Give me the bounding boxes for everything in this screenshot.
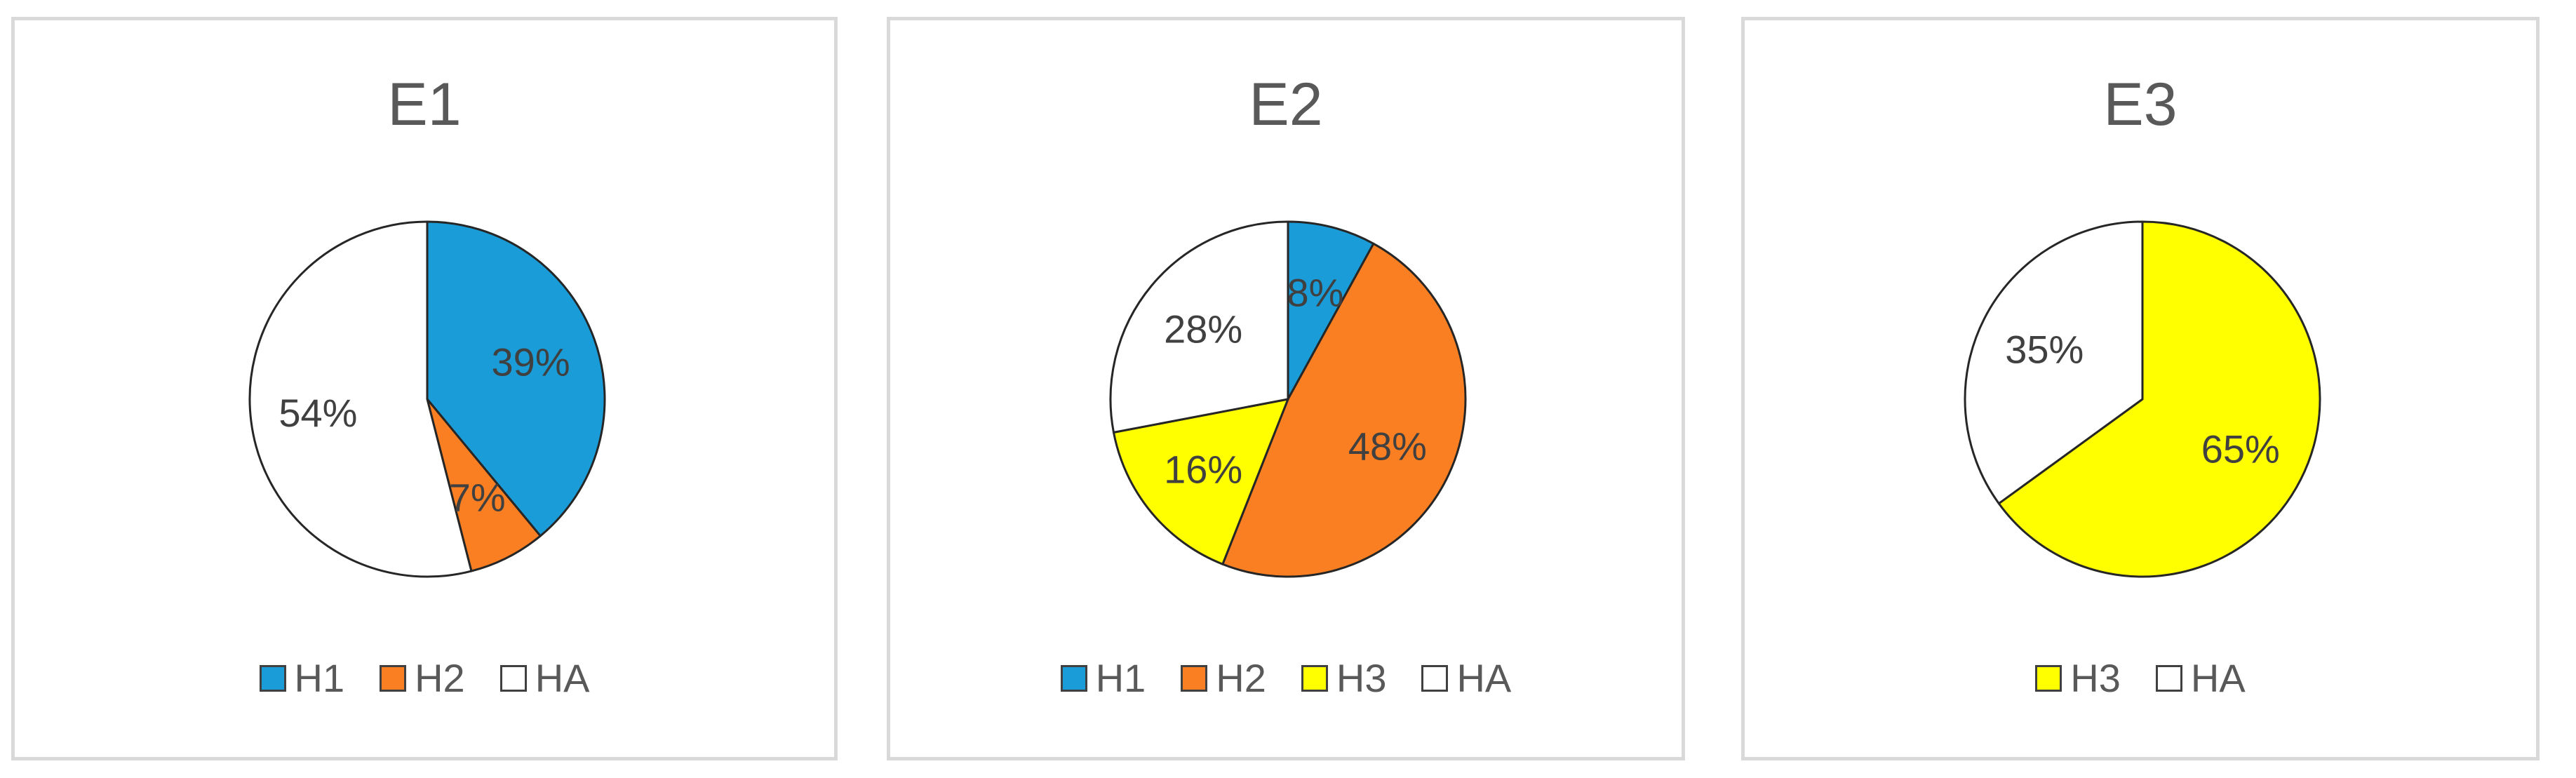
- legend-swatch: [1181, 665, 1208, 692]
- legend-label: H1: [1095, 656, 1146, 700]
- legend-label: H2: [1216, 656, 1266, 700]
- chart-panel-e1: E1 39% 7% 54% H1 H2 HA: [11, 17, 838, 760]
- legend-swatch: [499, 665, 527, 692]
- legend-item-ha: HA: [2155, 656, 2246, 700]
- legend-item-ha: HA: [499, 656, 590, 700]
- legend-swatch: [2035, 665, 2062, 692]
- legend-label: H3: [2070, 656, 2121, 700]
- legend-item-ha: HA: [1421, 657, 1511, 699]
- pie-slice-h1: [426, 220, 606, 537]
- pie-slice-ha: [1109, 220, 1289, 434]
- legend: H3 HA: [1745, 657, 2536, 699]
- legend-swatch: [2155, 665, 2182, 692]
- legend-label: H3: [1336, 656, 1387, 700]
- legend-swatch: [259, 665, 286, 692]
- pie-slice-ha: [1964, 220, 2144, 505]
- chart-panel-e3: E3 65% 35% H3 HA: [1741, 17, 2540, 760]
- legend-swatch: [1060, 665, 1087, 692]
- pie-chart: 39% 7% 54%: [248, 220, 606, 578]
- chart-title: E2: [1249, 71, 1323, 138]
- legend: H1 H2 H3 HA: [890, 657, 1682, 699]
- legend-swatch: [1301, 665, 1328, 692]
- pie-slice-ha: [248, 220, 473, 578]
- pie-slice-h3: [1112, 398, 1289, 565]
- pie-chart: 65% 35%: [1964, 220, 2321, 578]
- data-label-h2: 48%: [1348, 424, 1427, 468]
- data-label-h3: 16%: [1164, 447, 1242, 491]
- chart-panel-e2: E2 8% 48% 16% 28% H1 H2 H3 HA: [887, 17, 1685, 760]
- pie-slice-h2: [426, 398, 542, 572]
- data-label-h1: 8%: [1287, 271, 1344, 315]
- legend-label: H1: [294, 656, 345, 700]
- legend-item-h1: H1: [259, 656, 345, 700]
- pie-slice-h3: [1997, 220, 2321, 578]
- pie-slice-h2: [1221, 242, 1467, 578]
- legend-label: HA: [2190, 656, 2246, 700]
- data-label-ha: 35%: [2005, 327, 2084, 371]
- legend-swatch: [1421, 665, 1449, 692]
- legend-item-h2: H2: [1181, 657, 1266, 699]
- data-label-h3: 65%: [2201, 427, 2280, 471]
- legend-item-h3: H3: [1301, 656, 1387, 700]
- legend-item-h3: H3: [2035, 657, 2121, 699]
- legend-swatch: [380, 665, 407, 692]
- chart-title: E1: [387, 71, 462, 138]
- data-label-h2: 7%: [449, 475, 506, 519]
- pie-slice-h1: [1287, 220, 1375, 401]
- legend: H1 H2 HA: [15, 657, 834, 699]
- legend-label: HA: [1456, 656, 1512, 700]
- legend-item-h1: H1: [1060, 656, 1146, 700]
- data-label-ha: 28%: [1164, 307, 1242, 351]
- legend-label: HA: [535, 656, 590, 700]
- chart-title: E3: [2103, 71, 2178, 138]
- data-label-h1: 39%: [492, 340, 570, 384]
- legend-item-h2: H2: [380, 657, 465, 699]
- data-label-ha: 54%: [279, 391, 357, 435]
- pie-chart: 8% 48% 16% 28%: [1109, 220, 1467, 578]
- legend-label: H2: [415, 656, 465, 700]
